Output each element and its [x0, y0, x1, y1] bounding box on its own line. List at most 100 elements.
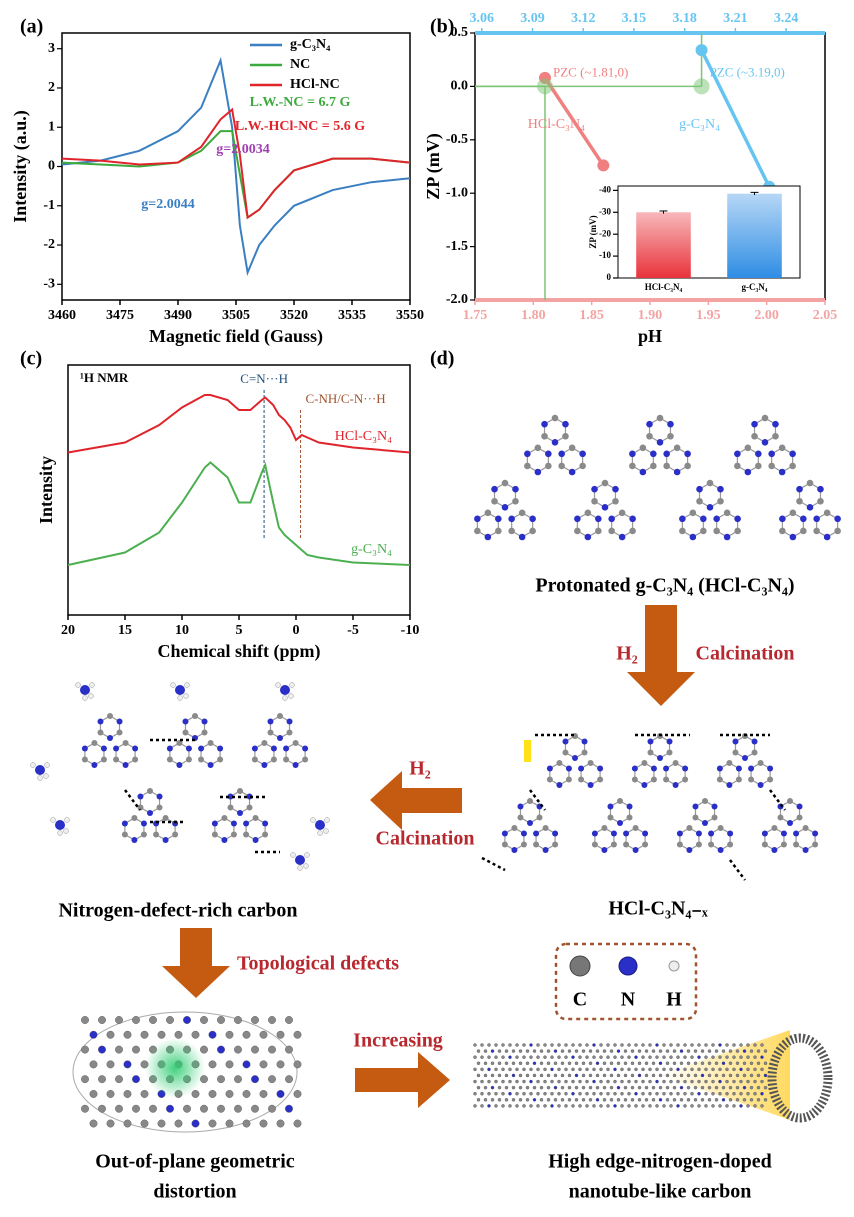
step-gas: H₂ — [616, 643, 638, 665]
atom — [177, 695, 183, 701]
atom — [553, 1061, 558, 1066]
atom — [556, 782, 563, 788]
atom — [217, 1016, 225, 1024]
series-line — [61, 107, 411, 220]
atom — [637, 1085, 642, 1090]
structure-label: Nitrogen-defect-rich carbon — [58, 900, 297, 922]
atom — [591, 497, 598, 505]
atom — [480, 1091, 484, 1096]
atom — [166, 756, 173, 763]
atom — [716, 765, 723, 772]
atom — [655, 1091, 659, 1096]
atom — [543, 1055, 547, 1059]
atom — [704, 1067, 708, 1072]
atom — [252, 837, 259, 843]
atom — [268, 1016, 276, 1024]
atom — [757, 782, 764, 788]
atom — [564, 1067, 568, 1072]
atom — [545, 450, 552, 458]
atom — [606, 1043, 610, 1047]
atom — [106, 1060, 115, 1069]
atom — [601, 825, 608, 831]
atom — [585, 1079, 589, 1084]
atom — [642, 830, 649, 837]
atom — [140, 820, 147, 827]
atom — [761, 841, 768, 848]
atom — [732, 1055, 736, 1059]
atom — [585, 1055, 589, 1059]
structure-label: Out-of-plane geometric — [95, 1151, 295, 1173]
atom — [98, 1045, 106, 1054]
atom — [761, 830, 768, 837]
x2-tick-label: 3.24 — [774, 11, 799, 26]
panel-label: (d) — [430, 348, 454, 370]
atom — [617, 798, 623, 804]
atom — [508, 527, 515, 535]
atom — [662, 1104, 666, 1108]
bond — [719, 762, 740, 786]
atom — [686, 825, 693, 831]
atom — [567, 1049, 572, 1053]
atom — [515, 1104, 519, 1108]
atom — [742, 1049, 747, 1053]
atom — [37, 775, 43, 781]
atom — [490, 1085, 495, 1090]
atom — [732, 1043, 736, 1047]
atom — [686, 1073, 691, 1078]
atom — [536, 1067, 540, 1072]
point — [597, 159, 610, 172]
bond — [184, 715, 206, 739]
atom — [198, 756, 205, 763]
atom — [613, 1104, 617, 1108]
annotation: g=2.0044 — [141, 197, 194, 212]
y-axis-label: ZP (mV) — [423, 133, 444, 200]
bond — [535, 827, 556, 851]
atom — [501, 841, 508, 848]
atom — [717, 497, 724, 505]
bond — [698, 482, 722, 508]
atom — [714, 1061, 719, 1066]
atom — [201, 718, 208, 725]
atom — [121, 820, 128, 827]
atom — [285, 1016, 293, 1024]
atom — [113, 756, 120, 763]
atom — [662, 1091, 666, 1096]
atom — [490, 1098, 495, 1102]
atom — [646, 420, 653, 428]
atom — [292, 762, 299, 768]
atom — [735, 776, 742, 783]
series-line — [67, 461, 411, 566]
atom — [536, 1055, 540, 1059]
atom — [591, 830, 598, 837]
atom — [779, 515, 786, 523]
atom — [550, 1079, 554, 1084]
atom — [676, 1043, 680, 1047]
atom — [644, 1098, 649, 1102]
atom — [282, 695, 288, 701]
atom — [595, 527, 602, 535]
atom — [806, 504, 814, 511]
atom — [532, 1098, 537, 1102]
atom — [749, 1098, 754, 1102]
atom — [834, 515, 841, 523]
atom — [88, 693, 94, 699]
atom — [198, 745, 205, 752]
atom — [81, 745, 88, 752]
bond — [169, 742, 190, 766]
y-tick-label: -40 — [599, 184, 611, 194]
atom — [270, 745, 277, 752]
atom — [721, 1073, 726, 1078]
atom — [623, 1061, 628, 1066]
atom — [512, 485, 519, 493]
atom — [571, 1091, 575, 1096]
atom — [98, 1104, 106, 1113]
atom — [574, 1085, 579, 1090]
atom — [567, 1098, 572, 1102]
atom — [695, 841, 702, 848]
atom — [763, 1049, 768, 1053]
atom — [230, 820, 237, 827]
atom — [650, 776, 657, 783]
atom — [684, 462, 691, 470]
atom — [728, 1061, 733, 1066]
